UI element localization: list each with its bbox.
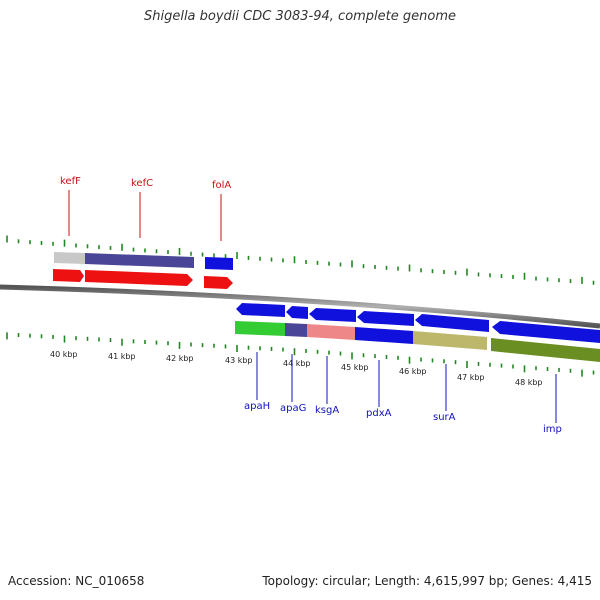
imp-arrow [492, 321, 600, 343]
gene-label-folA: folA [212, 180, 231, 191]
genome-title: Shigella boydii CDC 3083-94, complete ge… [143, 9, 457, 24]
apaG-arrow [286, 306, 308, 319]
lower-tick-row [6, 332, 595, 377]
coordinate-label: 41 kbp [108, 352, 136, 361]
reverse-cog-bars [235, 321, 600, 362]
apaG-cog-bar [285, 323, 307, 337]
imp-cog-bar [491, 338, 600, 362]
gene-label-surA: surA [433, 412, 456, 423]
gene-label-ksgA: ksgA [315, 405, 339, 416]
coordinate-label: 43 kbp [225, 356, 253, 365]
kefF-cog-bar [54, 252, 85, 264]
surA-arrow [415, 314, 489, 332]
gene-label-kefF: kefF [60, 176, 81, 187]
topology-text: Topology: circular; Length: 4,615,997 bp… [262, 574, 592, 588]
gene-label-kefC: kefC [131, 178, 153, 189]
kefC-cog-bar [85, 253, 194, 268]
ksgA-arrow [309, 308, 356, 322]
kefF-arrow [53, 269, 84, 282]
coordinate-label: 44 kbp [283, 359, 311, 368]
forward-gene-arrows [53, 269, 233, 289]
accession-text: Accession: NC_010658 [8, 574, 145, 588]
reverse-gene-arrows [236, 303, 600, 343]
pdxA-arrow [357, 311, 414, 326]
gene-labels: kefF kefC folA apaH apaG ksgA pdxA surA imp [60, 176, 562, 435]
coordinate-label: 48 kbp [515, 378, 543, 387]
surA-cog-bar [413, 331, 487, 350]
coordinate-label: 42 kbp [166, 354, 194, 363]
folA-cog-bar [205, 257, 233, 270]
gene-label-imp: imp [543, 424, 562, 435]
forward-cog-bars [54, 252, 233, 270]
coordinate-labels: 40 kbp 41 kbp 42 kbp 43 kbp 44 kbp 45 kbp 46 k… [50, 350, 543, 387]
coordinate-label: 40 kbp [50, 350, 78, 359]
coordinate-label: 45 kbp [341, 363, 369, 372]
gene-label-apaG: apaG [280, 403, 306, 414]
apaH-arrow [236, 303, 285, 317]
coordinate-label: 46 kbp [399, 367, 427, 376]
folA-arrow [204, 276, 233, 289]
upper-tick-row [6, 235, 595, 285]
genome-backbone [0, 284, 600, 329]
kefC-arrow [85, 270, 193, 286]
gene-label-apaH: apaH [244, 401, 270, 412]
gene-label-pdxA: pdxA [366, 408, 392, 419]
coordinate-label: 47 kbp [457, 373, 485, 382]
ksgA-cog-bar [307, 324, 355, 340]
pdxA-cog-bar [355, 327, 413, 344]
apaH-cog-bar [235, 321, 285, 336]
